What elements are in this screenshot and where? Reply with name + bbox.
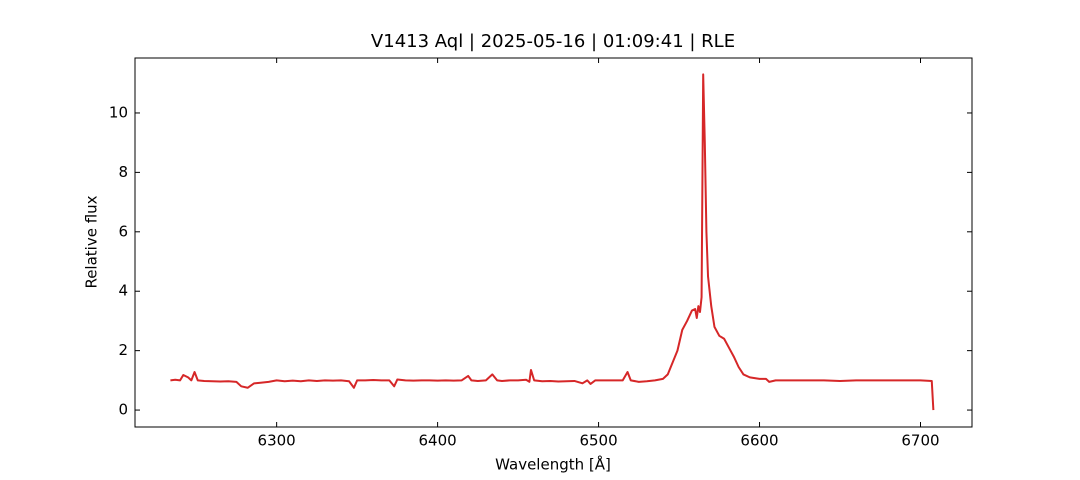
x-tick-label: 6500: [579, 432, 617, 450]
x-tick-label: 6600: [740, 432, 778, 450]
y-tick-label: 4: [118, 282, 128, 300]
x-tick-label: 6700: [901, 432, 939, 450]
x-axis-label: Wavelength [Å]: [495, 455, 611, 474]
y-tick-label: 10: [109, 103, 128, 121]
x-tick-label: 6300: [258, 432, 296, 450]
plot-frame: [134, 57, 973, 428]
chart-title: V1413 Aql | 2025-05-16 | 01:09:41 | RLE: [371, 31, 735, 52]
spectrum-line: [170, 73, 935, 411]
y-tick-label: 8: [118, 163, 128, 181]
y-tick-label: 2: [118, 341, 128, 359]
y-axis-label: Relative flux: [83, 195, 101, 288]
x-tick-label: 6400: [419, 432, 457, 450]
y-tick-label: 0: [118, 401, 128, 419]
y-tick-label: 6: [118, 222, 128, 240]
